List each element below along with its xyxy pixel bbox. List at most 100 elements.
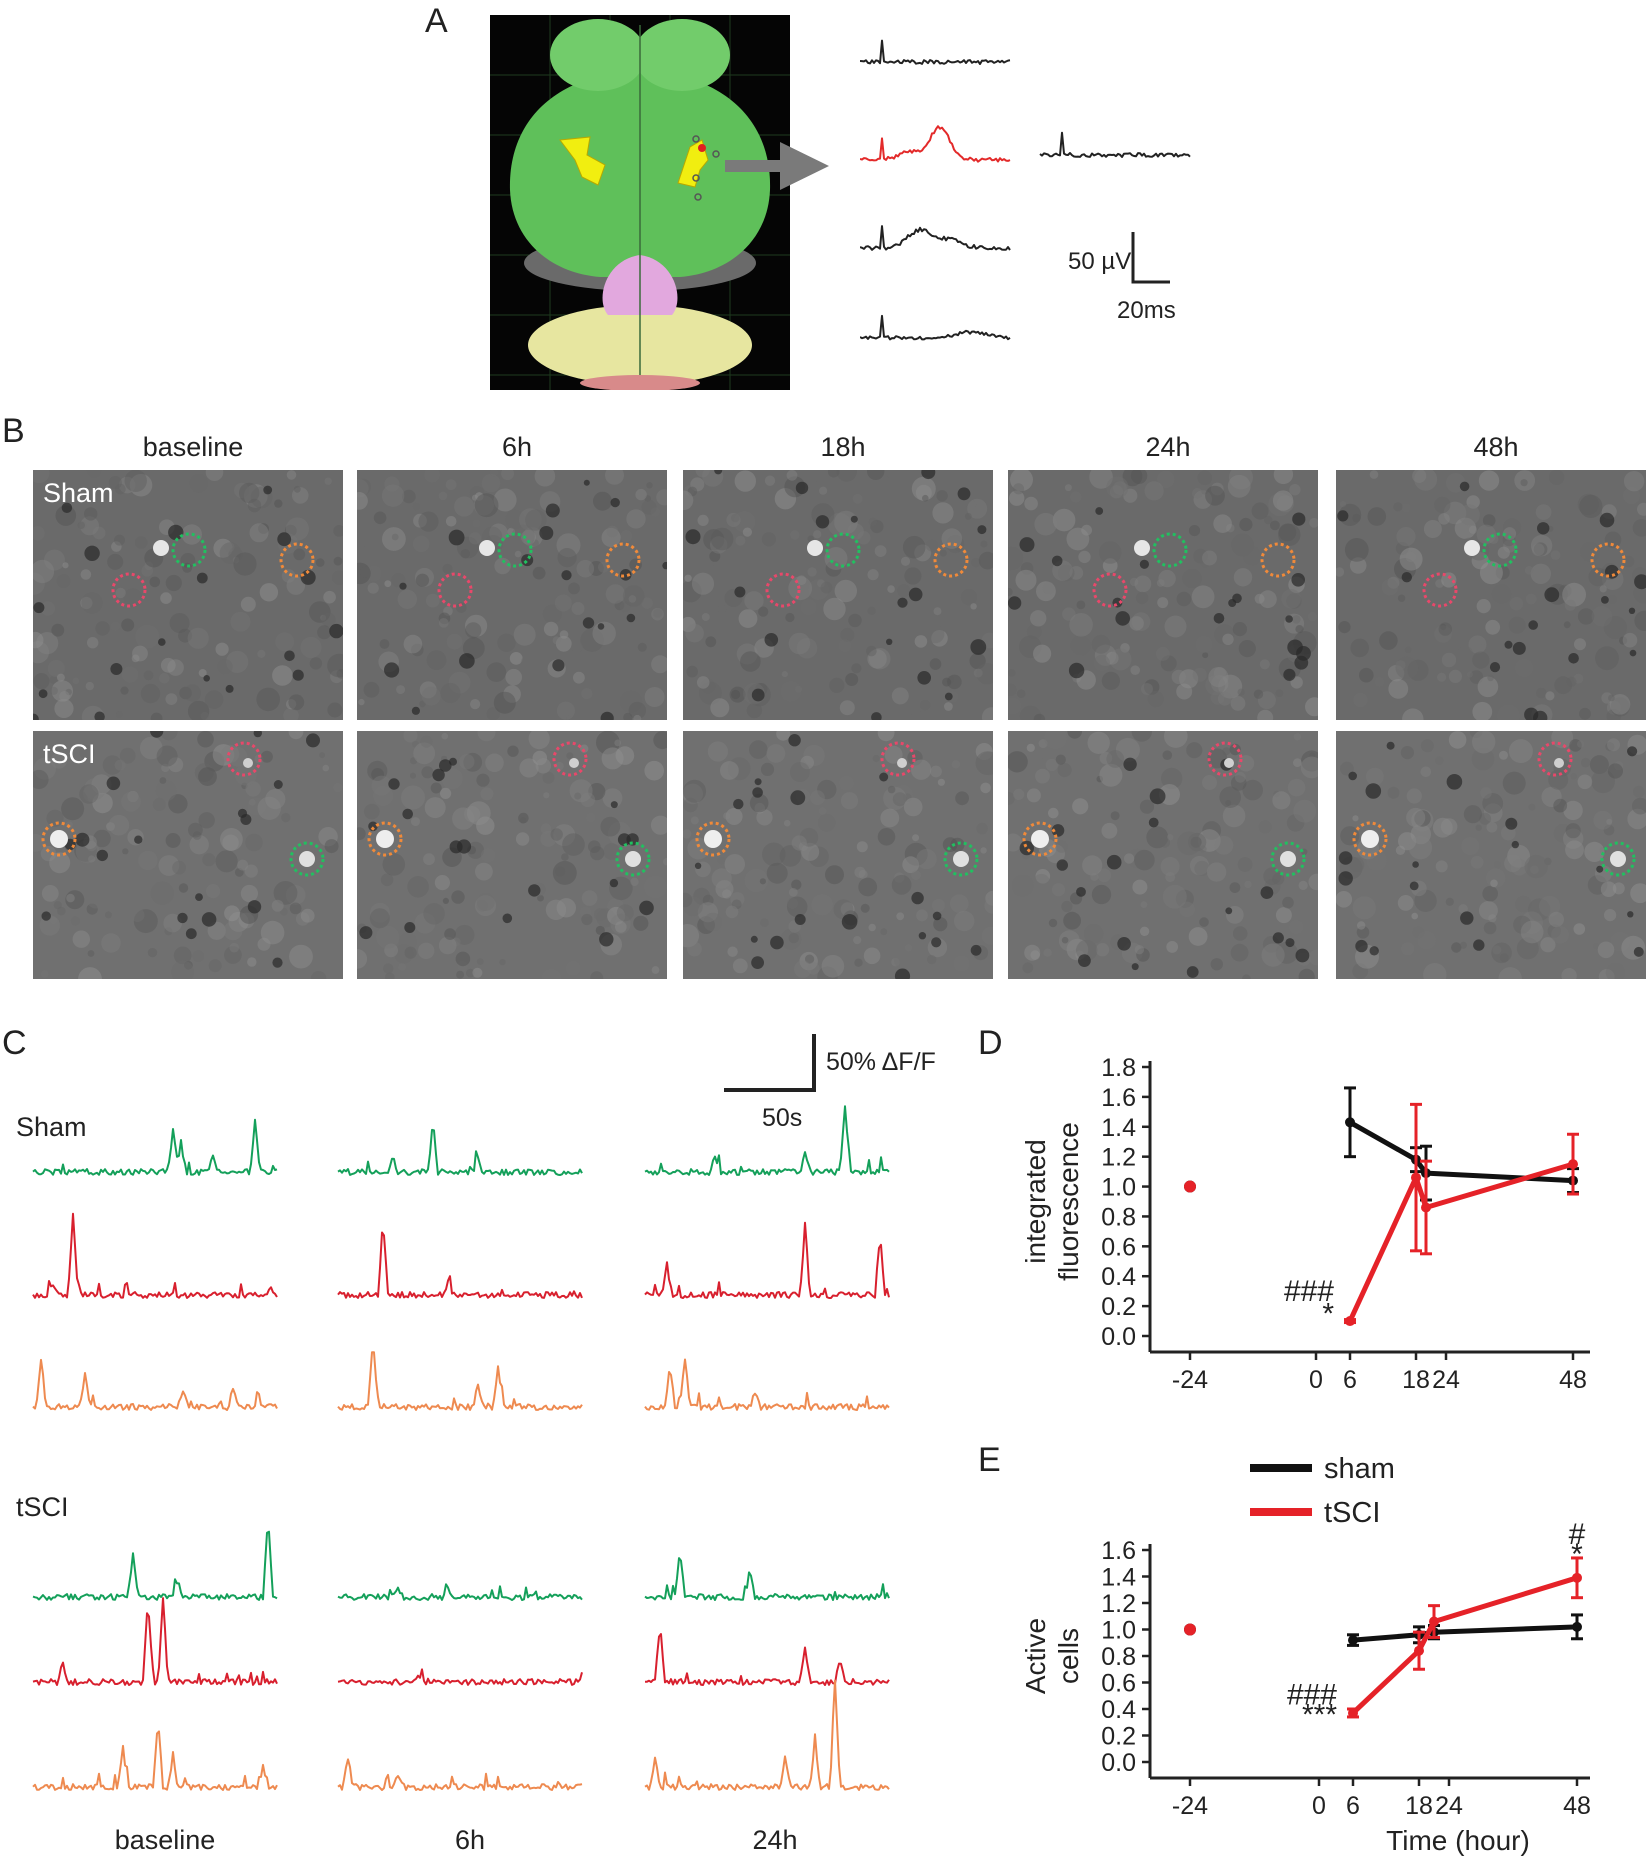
roi-red-circle <box>1092 572 1128 608</box>
y-tick-label: 1.2 <box>1101 1590 1136 1618</box>
y-tick-label: 0.0 <box>1101 1749 1136 1777</box>
y-tick-label: 1.2 <box>1101 1144 1136 1172</box>
roi-orange-circle <box>41 821 77 857</box>
x-tick-label: 6 <box>1343 1366 1357 1394</box>
roi-red-circle <box>765 572 801 608</box>
timepoint-header-48h: 48h <box>1473 432 1519 462</box>
micrograph-sham-24h <box>1008 470 1318 720</box>
y-tick-label: 1.8 <box>1101 1054 1136 1082</box>
roi-green-circle <box>1482 532 1518 568</box>
panel-c-label: C <box>2 1024 27 1062</box>
y-tick-label: 0.8 <box>1101 1203 1136 1231</box>
y-tick-label: 0.0 <box>1101 1323 1136 1351</box>
roi-green-circle <box>943 841 979 877</box>
roi-orange-circle <box>605 542 641 578</box>
panel-e-label: E <box>978 1441 1001 1479</box>
timepoint-header-6h: 6h <box>501 432 533 462</box>
roi-orange-circle <box>695 821 731 857</box>
y-tick-label: 1.6 <box>1101 1084 1136 1112</box>
data-point <box>1421 1202 1431 1213</box>
trace-timepoint-baseline: baseline <box>114 1825 216 1855</box>
data-point <box>1568 1159 1578 1170</box>
y-tick-label: 1.0 <box>1101 1617 1136 1645</box>
scale-voltage-label: 50 µV <box>1068 248 1132 275</box>
x-tick-label: 18 <box>1402 1366 1430 1394</box>
legend-label: sham <box>1324 1453 1395 1485</box>
y-tick-label: 0.2 <box>1101 1723 1136 1751</box>
y-tick-label: 0.4 <box>1101 1696 1136 1724</box>
micrograph-tsci-48h <box>1336 731 1646 979</box>
roi-orange-circle <box>1260 542 1296 578</box>
micrograph-sham-48h <box>1336 470 1646 720</box>
roi-red-circle <box>1422 572 1458 608</box>
calcium-trace <box>644 1221 890 1299</box>
calcium-trace <box>32 1530 278 1601</box>
micrograph-row-label: tSCI <box>43 739 96 769</box>
micrograph-sham-18h <box>683 470 993 720</box>
panel-b-label: B <box>2 412 25 450</box>
chart-d: 0.00.20.40.60.81.01.21.41.61.8 -24 0 6 18 24 4… <box>1020 1054 1590 1394</box>
timepoint-header-24h: 24h <box>1145 432 1191 462</box>
roi-orange-circle <box>1590 542 1626 578</box>
calcium-trace <box>32 1212 278 1299</box>
roi-orange-circle <box>279 542 315 578</box>
y-axis-label: cells <box>1053 1628 1084 1684</box>
y-tick-label: 1.4 <box>1101 1114 1136 1142</box>
roi-red-circle <box>437 572 473 608</box>
calcium-trace <box>32 1597 278 1686</box>
micrograph-tsci-18h <box>683 731 993 979</box>
series-line <box>1348 1120 1574 1184</box>
series-line <box>1347 1161 1574 1323</box>
x-tick-label: 24 <box>1432 1366 1460 1394</box>
y-axis-label: integrated <box>1020 1139 1051 1264</box>
roi-green-circle <box>1270 841 1306 877</box>
y-tick-label: 0.8 <box>1101 1643 1136 1671</box>
micrograph-tsci-24h <box>1008 731 1318 979</box>
calcium-trace <box>644 1679 890 1791</box>
trace-timepoint-6h: 6h <box>454 1825 486 1855</box>
brain-atlas-figure <box>490 15 790 390</box>
roi-green-circle <box>1600 841 1636 877</box>
scale-bar-c <box>724 1034 816 1092</box>
micrograph-sham-6h <box>357 470 667 720</box>
y-tick-label: 0.2 <box>1101 1293 1136 1321</box>
data-point <box>1411 1172 1421 1183</box>
x-tick-label: 0 <box>1312 1792 1326 1820</box>
calcium-trace <box>32 1730 278 1791</box>
chart-e: 0.00.20.40.60.81.01.21.41.6-24 0 6 18 24 48#*… <box>1020 1453 1591 1856</box>
data-point <box>1429 1616 1439 1627</box>
calcium-trace <box>644 1557 890 1601</box>
scale-bar-a <box>1131 232 1170 284</box>
y-axis-label: fluorescence <box>1053 1122 1084 1281</box>
roi-red-circle <box>111 572 147 608</box>
scale-dff-label: 50% ΔF/F <box>826 1048 936 1076</box>
roi-red-circle <box>1207 741 1243 777</box>
x-tick-label: -24 <box>1172 1792 1208 1820</box>
series-line <box>1351 1575 1578 1715</box>
y-axis-label: Active <box>1020 1618 1051 1694</box>
arrow-icon <box>725 142 829 190</box>
roi-green-circle <box>825 532 861 568</box>
roi-red-circle <box>880 741 916 777</box>
timepoint-header-baseline: baseline <box>142 432 244 462</box>
y-tick-label: 1.0 <box>1101 1174 1136 1202</box>
roi-red-circle <box>552 741 588 777</box>
timepoint-header-18h: 18h <box>820 432 866 462</box>
roi-orange-circle <box>367 821 403 857</box>
roi-green-circle <box>615 841 651 877</box>
significance-marker: ### <box>1284 1275 1334 1308</box>
calcium-trace <box>337 1583 583 1601</box>
significance-marker: *** <box>1302 1698 1337 1731</box>
scale-time-label: 20ms <box>1117 297 1176 324</box>
x-tick-label: 24 <box>1435 1792 1463 1820</box>
significance-marker: # <box>1569 1518 1586 1551</box>
trace-timepoint-24h: 24h <box>752 1825 798 1855</box>
group-label-tsci: tSCI <box>16 1492 69 1522</box>
roi-green-circle <box>171 532 207 568</box>
legend-label: tSCI <box>1324 1497 1380 1529</box>
y-tick-label: 1.4 <box>1101 1564 1136 1592</box>
data-point <box>1572 1572 1582 1583</box>
calcium-traces <box>32 1105 890 1791</box>
data-point <box>1345 1117 1355 1128</box>
group-label-sham: Sham <box>16 1112 87 1142</box>
